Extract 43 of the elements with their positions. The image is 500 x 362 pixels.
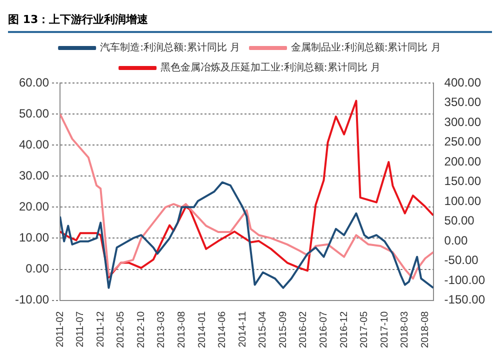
y2-tick-label: 150.00 [444,174,482,188]
y2-tick-label: 300.00 [444,114,482,129]
x-tick-label: 2012-10 [136,310,147,348]
x-tick-label: 2015-04 [258,310,269,348]
y-tick-label: -10.00 [14,292,50,307]
x-tick-label: 2014-06 [217,310,228,348]
y2-tick-label: 100.00 [444,194,482,208]
y2-tick-label: -100.00 [444,272,486,287]
x-tick-label: 2011-07 [75,310,86,348]
y2-tick-label: 200.00 [444,154,482,168]
legend-label: 黑色金属冶炼及压延加工业:利润总额:累计同比 月 [160,62,380,74]
y2-tick-label: 50.00 [444,214,475,228]
y-tick-label: 0.00 [26,262,50,276]
y-tick-label: 40.00 [18,137,50,152]
y-tick-label: 30.00 [18,168,50,182]
y-tick-label: 20.00 [18,199,50,214]
x-tick-label: 2016-02 [298,310,310,348]
x-tick-label: 2013-08 [176,310,188,348]
x-tick-label: 2012-05 [116,310,127,348]
x-tick-label: 2018-03 [400,310,411,348]
y2-tick-label: 250.00 [444,134,482,149]
x-tick-label: 2016-12 [338,310,350,348]
y2-tick-label: -50.00 [444,253,479,268]
chart-title: 图 13：上下游行业利润增速 [8,8,492,33]
x-tick-label: 2011-02 [54,310,66,348]
x-tick-label: 2014-11 [237,310,248,348]
y2-tick-label: 350.00 [444,95,482,110]
y-tick-label: 50.00 [18,106,50,120]
y2-tick-label: -150.00 [444,292,486,307]
y2-tick-label: 400.00 [444,75,482,90]
y-tick-label: 10.00 [18,230,50,245]
x-tick-label: 2015-09 [278,310,289,348]
x-tick-label: 2018-08 [420,310,431,348]
legend-label: 汽车制造:利润总额:累计同比 月 [100,42,240,54]
x-tick-label: 2017-10 [379,310,390,348]
y2-tick-label: 0.00 [444,233,468,248]
x-tick-label: 2011-12 [95,310,106,348]
x-tick-label: 2017-05 [359,310,370,348]
x-tick-label: 2016-07 [318,310,330,348]
y-tick-label: 60.00 [18,75,50,90]
x-tick-label: 2014-01 [196,310,208,348]
legend-label: 金属制品业:利润总额:累计同比 月 [291,42,441,54]
x-tick-label: 2013-03 [156,310,168,348]
